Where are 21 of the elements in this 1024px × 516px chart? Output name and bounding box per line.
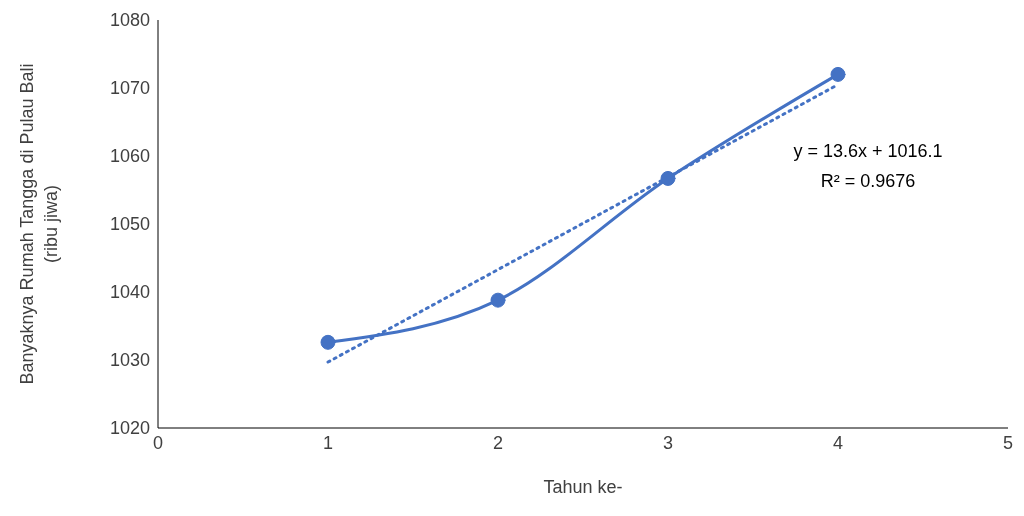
point [490, 292, 506, 308]
x-tick-label: 3 [662, 432, 674, 453]
x-tick-label: 2 [492, 432, 504, 453]
y-tick-label: 1030 [109, 350, 150, 371]
x-tick-label: 0 [152, 432, 164, 453]
x-axis-title: Tahun ke- [543, 477, 623, 497]
x-tick-label: 4 [832, 432, 844, 453]
x-tick-label: 1 [322, 432, 334, 453]
y-tick-label: 1060 [109, 146, 150, 167]
point [660, 170, 676, 186]
y-axis-title: Banyaknya Rumah Tangga di Pulau Bali (ribu jiwa) [17, 63, 61, 385]
annotation: y = 13.6x + 1016.1 [792, 140, 944, 163]
y-tick-label: 1080 [109, 10, 150, 31]
y-tick-label: 1050 [109, 214, 150, 235]
y-tick-label: 1020 [109, 418, 150, 439]
annotation: R² = 0.9676 [819, 170, 917, 193]
y-tick-label: 1040 [109, 282, 150, 303]
y-tick-label: 1070 [109, 78, 150, 99]
point [320, 334, 336, 350]
x-tick-label: 5 [1002, 432, 1014, 453]
point [830, 66, 846, 82]
